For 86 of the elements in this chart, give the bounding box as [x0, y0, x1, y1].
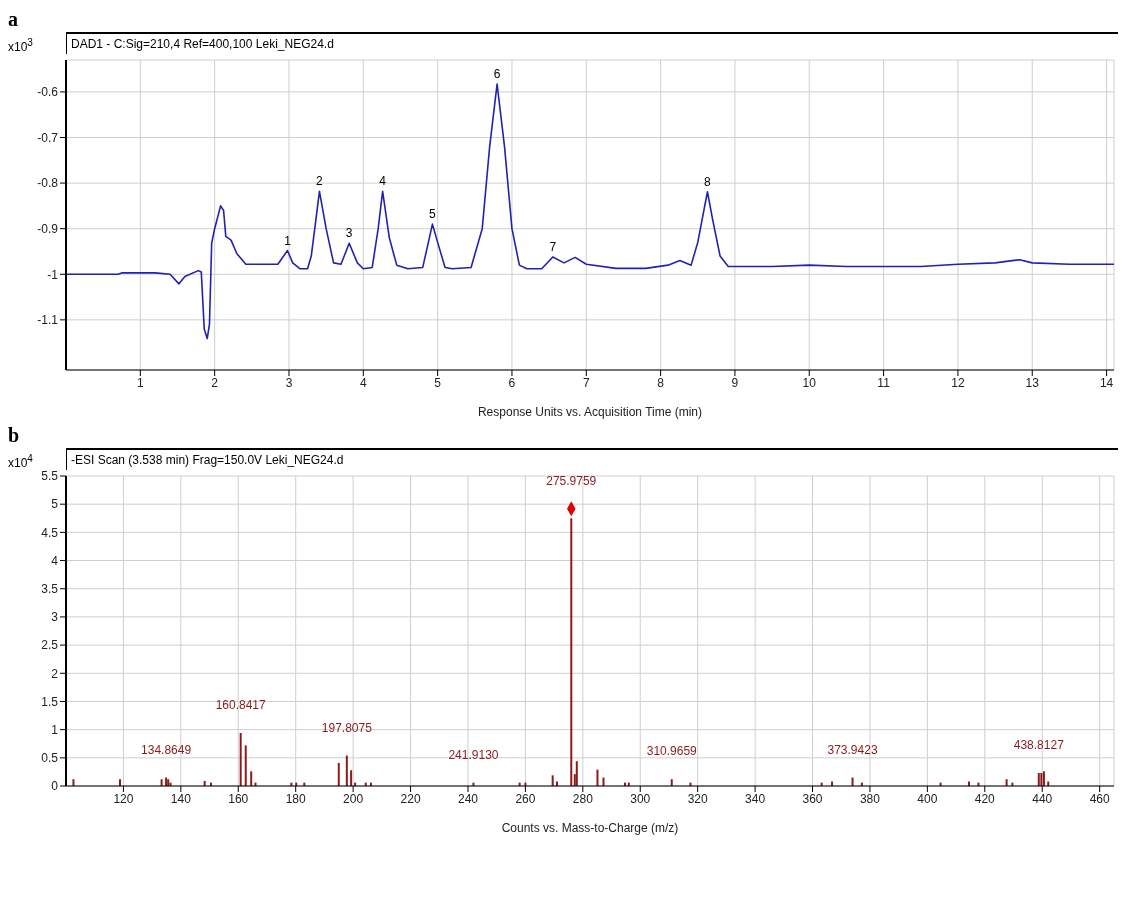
x-tick-label: 400	[917, 791, 938, 806]
line-series	[66, 83, 1114, 340]
x-tick-label: 14	[1099, 375, 1114, 390]
bar	[1037, 773, 1040, 786]
y-tick-label: 1	[51, 722, 59, 737]
x-tick-label: 3	[285, 375, 293, 390]
x-tick-label: 10	[802, 375, 817, 390]
x-tick-label: 240	[457, 791, 479, 806]
annotation: 438.8127	[1013, 738, 1065, 753]
y-tick-label: 4.5	[41, 525, 59, 540]
x-tick-label: 8	[657, 375, 665, 390]
x-tick-label: 12	[951, 375, 965, 390]
bar	[551, 775, 554, 786]
chart-subtitle: DAD1 - C:Sig=210,4 Ref=400,100 Leki_NEG24.d	[66, 32, 1118, 54]
y-tick-label: 4	[51, 553, 59, 568]
bar	[575, 761, 578, 786]
y-tick-label: 1.5	[41, 694, 59, 709]
x-tick-label: 440	[1032, 791, 1053, 806]
y-tick-label: -1.1	[37, 313, 59, 328]
bar	[244, 745, 247, 786]
x-tick-label: 9	[731, 375, 739, 390]
x-tick-label: 120	[113, 791, 134, 806]
x-tick-label: 160	[228, 791, 249, 806]
annotation: 4	[379, 174, 387, 189]
annotation: 5	[429, 207, 437, 222]
x-tick-label: 2	[211, 375, 219, 390]
bar	[239, 733, 242, 786]
annotation: 134.8649	[141, 742, 192, 757]
bar	[350, 770, 353, 786]
annotation: 1	[284, 233, 292, 248]
bar	[337, 762, 340, 786]
x-tick-label: 13	[1025, 375, 1040, 390]
annotation: 7	[549, 239, 557, 254]
x-tick-label: 180	[285, 791, 307, 806]
x-tick-label: 260	[515, 791, 536, 806]
bar	[250, 771, 253, 786]
y-axis-title: x10$^{4}$	[8, 453, 34, 470]
y-tick-label: 2	[51, 666, 59, 681]
x-tick-label: 140	[170, 791, 192, 806]
x-tick-label: 200	[343, 791, 364, 806]
x-tick-label: 4	[359, 375, 367, 390]
annotation: 6	[493, 67, 501, 82]
y-tick-label: 2.5	[41, 638, 59, 653]
x-tick-label: 340	[745, 791, 766, 806]
y-tick-label: 3.5	[41, 581, 59, 596]
y-tick-label: -1	[47, 267, 59, 282]
y-tick-label: 5.5	[41, 469, 59, 484]
y-tick-label: 3	[51, 610, 59, 625]
y-tick-label: 5	[51, 497, 59, 512]
bar	[345, 755, 348, 786]
chart-subtitle: -ESI Scan (3.538 min) Frag=150.0V Leki_NEG24.d	[66, 448, 1118, 470]
y-tick-label: 0.5	[41, 751, 59, 766]
x-tick-label: 7	[582, 375, 590, 390]
x-tick-label: 220	[400, 791, 421, 806]
y-tick-label: 0	[51, 779, 59, 794]
x-tick-label: 11	[877, 375, 891, 390]
y-axis-title: x10$^{3}$	[8, 37, 34, 54]
annotation: 2	[316, 174, 324, 189]
x-tick-label: 280	[572, 791, 594, 806]
annotation: 275.9759	[546, 473, 597, 488]
chart-title: b	[8, 424, 21, 448]
x-tick-label: 360	[802, 791, 823, 806]
x-tick-label: 5	[434, 375, 442, 390]
annotation: 3	[345, 226, 353, 241]
annotation: 8	[704, 174, 712, 189]
y-tick-label: -0.8	[37, 176, 59, 191]
bar	[596, 769, 599, 786]
x-tick-label: 6	[508, 375, 516, 390]
annotation: 197.8075	[321, 720, 373, 735]
x-tick-label: 420	[974, 791, 996, 806]
y-tick-label: -0.9	[37, 221, 59, 236]
y-tick-label: -0.6	[37, 85, 59, 100]
x-tick-label: 1	[136, 375, 144, 390]
x-tick-label: 300	[630, 791, 651, 806]
x-axis-title: Counts vs. Mass-to-Charge (m/z)	[501, 821, 679, 835]
annotation: 310.9659	[646, 744, 698, 759]
annotation: 241.9130	[448, 747, 499, 762]
chart-title: a	[8, 8, 19, 32]
x-tick-label: 320	[687, 791, 708, 806]
annotation: 373.9423	[827, 742, 878, 757]
x-tick-label: 380	[859, 791, 881, 806]
bar	[570, 518, 573, 786]
y-tick-label: -0.7	[37, 130, 59, 145]
x-tick-label: 460	[1089, 791, 1110, 806]
x-axis-title: Response Units vs. Acquisition Time (min)	[477, 405, 703, 419]
annotation: 160.8417	[215, 698, 267, 713]
